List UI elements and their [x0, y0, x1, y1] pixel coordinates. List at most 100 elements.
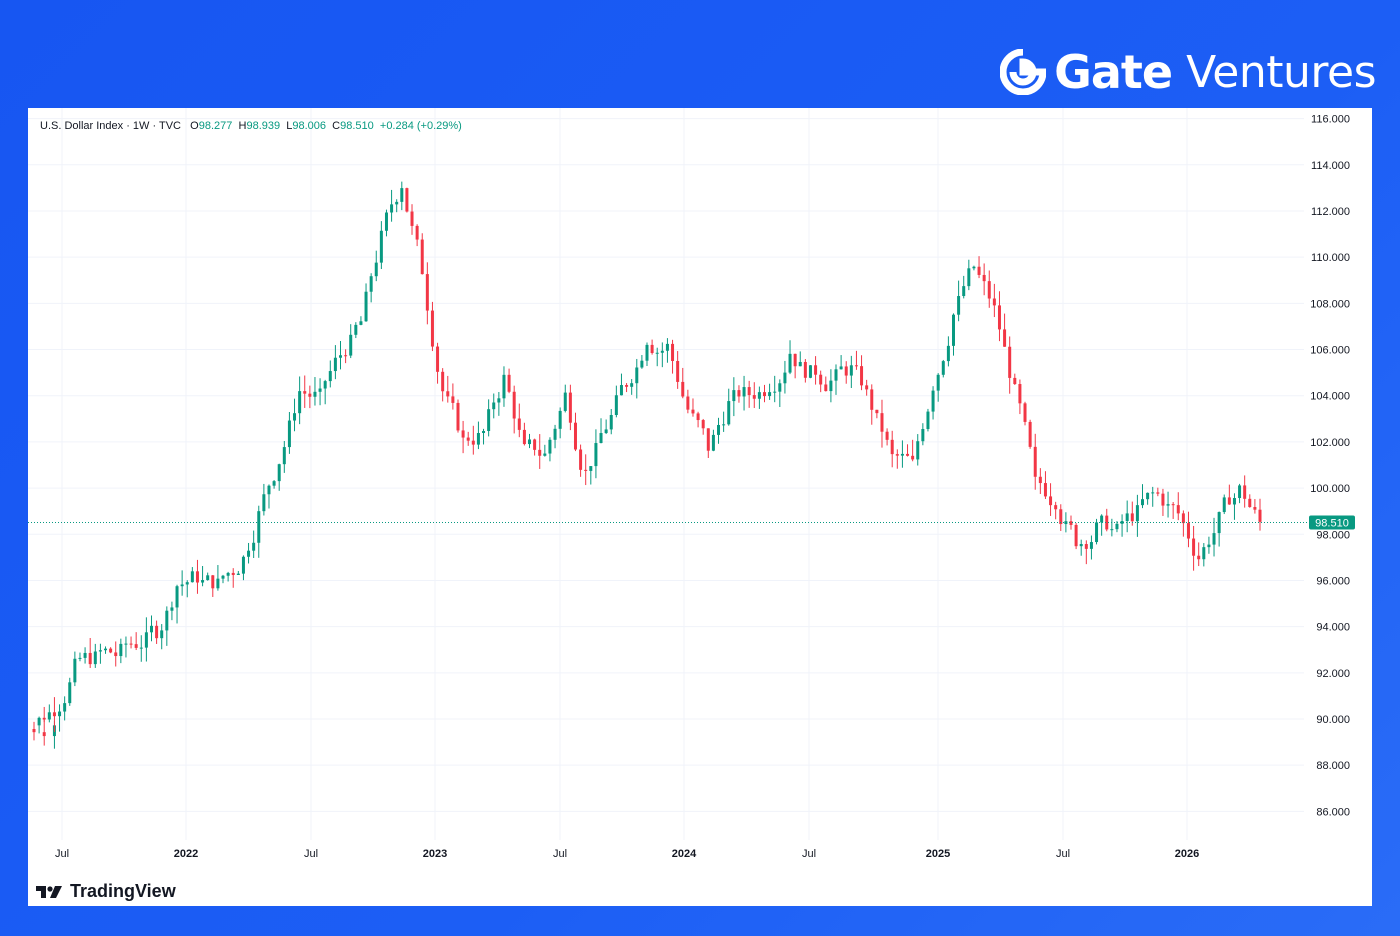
candle-body	[461, 430, 465, 438]
candle-body	[987, 281, 991, 299]
candle-body	[860, 366, 864, 386]
candle-body	[32, 728, 36, 733]
candle-body	[73, 658, 77, 683]
candle-body	[865, 385, 869, 390]
candle-body	[293, 413, 297, 421]
candle-body	[1156, 492, 1160, 494]
legend-open-value: 98.277	[198, 120, 233, 132]
candle-body	[1171, 504, 1175, 506]
candle-body	[1095, 522, 1099, 543]
candle-body	[282, 447, 286, 465]
y-tick-label: 116.000	[1311, 114, 1350, 126]
chart-panel[interactable]: 116.000 114.000 112.000 110.000 108.000 106.0…	[28, 108, 1372, 906]
candle-body	[410, 211, 414, 226]
candle-body	[982, 274, 986, 282]
candle-body	[604, 429, 608, 434]
y-tick-label: 110.000	[1311, 252, 1350, 264]
candle-body	[952, 314, 955, 346]
candle-body	[752, 395, 756, 399]
candle-body	[400, 188, 404, 202]
gate-logo-icon	[1000, 49, 1047, 95]
candle-body	[425, 274, 429, 311]
candle-body	[757, 392, 761, 399]
candle-body	[676, 360, 680, 382]
candle-body	[1161, 493, 1165, 506]
candle-body	[946, 345, 950, 362]
y-tick-label: 92.000	[1316, 668, 1350, 680]
candle-body	[962, 286, 966, 297]
candle-body	[977, 266, 981, 275]
candle-body	[308, 393, 312, 397]
candle-body	[543, 453, 547, 456]
candle-body	[798, 361, 802, 367]
candle-body	[870, 389, 874, 410]
candle-body	[170, 607, 174, 611]
candle-body	[768, 392, 772, 397]
candle-body	[374, 262, 378, 277]
candle-body	[384, 212, 388, 231]
x-tick-label: 2024	[672, 848, 697, 860]
legend-low-value: 98.006	[292, 120, 327, 132]
candle-body	[1186, 523, 1190, 539]
candle-body	[216, 578, 220, 589]
candle-body	[63, 703, 67, 712]
tradingview-logo[interactable]: TradingView	[36, 881, 176, 902]
candle-body	[926, 411, 930, 430]
candle-body	[722, 424, 726, 426]
y-tick-label: 98.000	[1316, 529, 1350, 541]
candle-body	[916, 441, 920, 460]
candle-body	[175, 586, 179, 608]
candle-body	[660, 350, 664, 353]
candle-body	[1003, 329, 1007, 347]
y-tick-label: 102.000	[1310, 437, 1350, 449]
candle-body	[241, 556, 245, 574]
candle-body	[206, 575, 210, 581]
y-tick-label: 94.000	[1316, 622, 1350, 634]
candle-body	[686, 396, 690, 410]
candle-body	[1176, 505, 1180, 514]
candle-body	[727, 401, 731, 425]
candle-body	[522, 429, 526, 445]
candle-body	[1253, 507, 1257, 510]
candle-body	[1120, 521, 1124, 524]
candle-body	[226, 572, 230, 576]
candle-body	[134, 644, 138, 648]
candle-body	[849, 365, 853, 376]
candle-body	[808, 365, 812, 378]
candle-body	[568, 392, 572, 423]
candle-body	[1069, 521, 1073, 525]
candle-body	[441, 371, 445, 392]
candle-body	[318, 388, 322, 392]
candle-body	[139, 647, 143, 649]
candle-body	[834, 369, 838, 381]
candle-body	[814, 365, 818, 375]
candle-body	[599, 433, 603, 444]
candle-body	[390, 204, 394, 213]
candle-body	[1238, 485, 1242, 499]
x-tick-label: Jul	[553, 848, 567, 860]
x-tick-label: 2026	[1175, 848, 1199, 860]
candle-body	[1141, 499, 1145, 506]
candle-body	[1084, 544, 1088, 549]
candle-body	[742, 387, 746, 397]
candle-body	[839, 366, 843, 370]
candle-body	[277, 464, 281, 482]
candle-body	[553, 428, 557, 440]
candle-body	[1033, 446, 1037, 477]
candle-body	[58, 711, 62, 717]
candle-body	[1248, 498, 1252, 508]
candle-body	[1258, 509, 1262, 522]
candle-body	[1008, 346, 1012, 378]
candle-body	[37, 717, 41, 726]
candle-body	[997, 305, 1001, 330]
candle-body	[824, 384, 828, 392]
chart-legend: U.S. Dollar Index · 1W · TVC O98.277 H98…	[40, 120, 462, 132]
candle-body	[1110, 529, 1114, 531]
candlestick-chart[interactable]: 116.000 114.000 112.000 110.000 108.000 106.0…	[28, 108, 1372, 906]
legend-symbol: U.S. Dollar Index · 1W · TVC	[40, 120, 181, 132]
candle-body	[783, 372, 787, 384]
candle-body	[1059, 509, 1063, 525]
candle-body	[1013, 377, 1017, 385]
candle-body	[144, 632, 148, 648]
